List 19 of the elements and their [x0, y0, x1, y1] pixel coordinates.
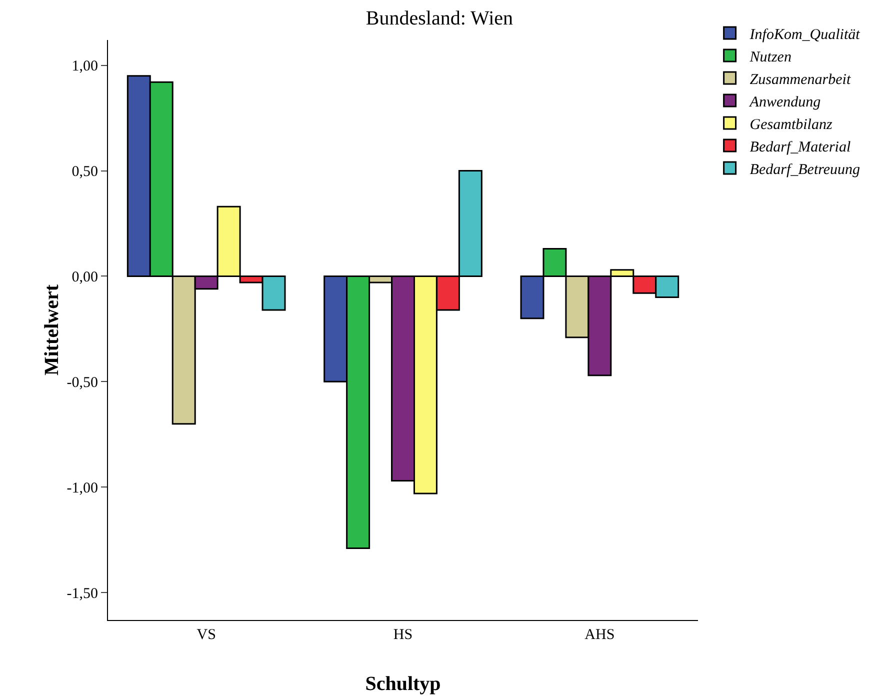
legend-label: Bedarf_Betreuung — [750, 162, 861, 178]
y-axis-title: Mittelwert — [41, 284, 63, 376]
x-axis-title: Schultyp — [365, 673, 441, 695]
y-tick-label: 1,00 — [72, 58, 98, 75]
y-tick-label: -1,50 — [66, 586, 98, 602]
x-tick-label: HS — [393, 627, 413, 643]
legend-label: Gesamtbilanz — [750, 116, 832, 133]
y-tick-label: 0,00 — [72, 269, 98, 286]
legend-label: Zusammenarbeit — [750, 72, 852, 88]
x-tick-label: VS — [196, 627, 216, 643]
x-tick-label: AHS — [584, 627, 615, 643]
chart-title: Bundesland: Wien — [366, 7, 514, 30]
legend-label: Bedarf_Material — [750, 139, 851, 156]
legend-label: InfoKom_Qualität — [748, 26, 861, 43]
y-tick-label: 0,50 — [72, 164, 98, 180]
y-tick-label: -0,50 — [66, 374, 98, 391]
y-tick-label: -1,00 — [66, 480, 98, 496]
legend-label: Nutzen — [748, 49, 792, 66]
legend-label: Anwendung — [748, 94, 822, 110]
